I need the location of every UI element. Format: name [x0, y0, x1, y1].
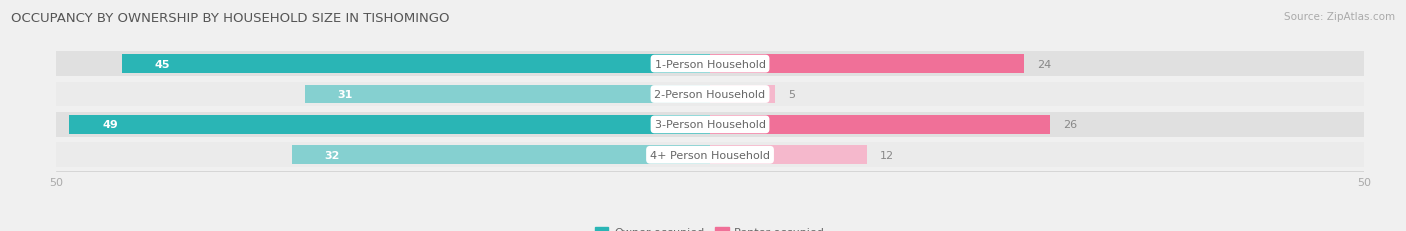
- Bar: [291, 146, 710, 164]
- Text: 45: 45: [155, 59, 170, 69]
- Text: 2-Person Household: 2-Person Household: [654, 90, 766, 100]
- Bar: [69, 116, 710, 134]
- Bar: [56, 82, 1364, 107]
- Text: 31: 31: [337, 90, 353, 100]
- Text: 4+ Person Household: 4+ Person Household: [650, 150, 770, 160]
- Text: 1-Person Household: 1-Person Household: [655, 59, 765, 69]
- Text: 49: 49: [103, 120, 118, 130]
- Text: OCCUPANCY BY OWNERSHIP BY HOUSEHOLD SIZE IN TISHOMINGO: OCCUPANCY BY OWNERSHIP BY HOUSEHOLD SIZE…: [11, 12, 450, 24]
- Text: 32: 32: [325, 150, 340, 160]
- Text: 24: 24: [1038, 59, 1052, 69]
- Bar: [305, 85, 710, 104]
- Bar: [710, 55, 1024, 74]
- Text: 5: 5: [789, 90, 796, 100]
- Text: 26: 26: [1063, 120, 1077, 130]
- Bar: [56, 112, 1364, 137]
- Text: Source: ZipAtlas.com: Source: ZipAtlas.com: [1284, 12, 1395, 21]
- Bar: [710, 146, 868, 164]
- Text: 3-Person Household: 3-Person Household: [655, 120, 765, 130]
- Bar: [56, 52, 1364, 77]
- Bar: [710, 116, 1050, 134]
- Bar: [710, 85, 776, 104]
- Bar: [56, 143, 1364, 167]
- Legend: Owner-occupied, Renter-occupied: Owner-occupied, Renter-occupied: [591, 222, 830, 231]
- Bar: [122, 55, 710, 74]
- Text: 12: 12: [880, 150, 894, 160]
